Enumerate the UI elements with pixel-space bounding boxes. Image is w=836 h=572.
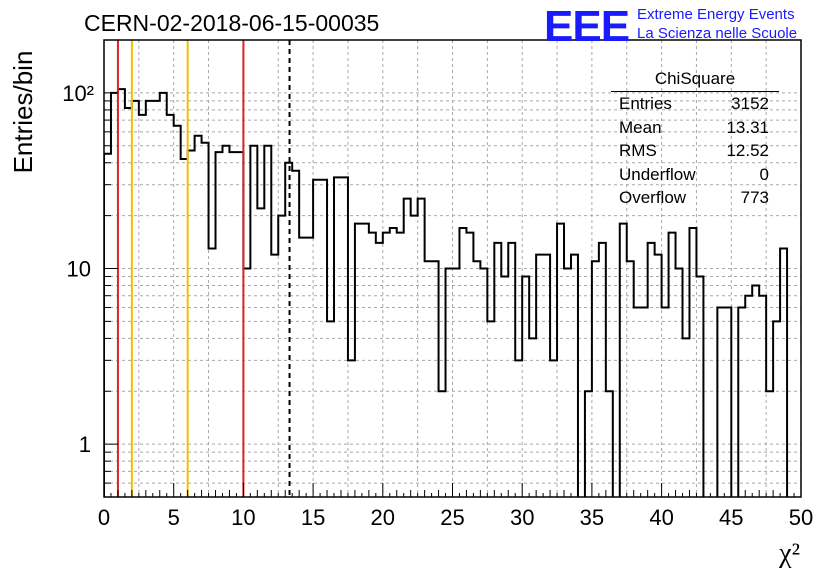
histogram-group	[104, 88, 789, 497]
stats-row-mean: Mean 13.31	[611, 116, 777, 140]
stats-row-underflow: Underflow 0	[611, 163, 777, 187]
chart-title: CERN-02-2018-06-15-00035	[84, 10, 380, 36]
x-axis-label: χ²	[778, 538, 800, 569]
x-tick-label: 5	[168, 505, 180, 530]
stats-value: 3152	[731, 94, 769, 113]
stats-value: 773	[740, 188, 769, 207]
stats-row-overflow: Overflow 773	[611, 186, 777, 210]
x-tick-label: 10	[231, 505, 255, 530]
stats-label: Overflow	[619, 188, 687, 207]
x-tick-label: 30	[510, 505, 534, 530]
y-tick-label: 10²	[62, 81, 94, 106]
stats-label: Entries	[619, 94, 672, 113]
stats-title: ChiSquare	[611, 69, 779, 92]
y-tick-label: 10	[67, 257, 91, 282]
histogram-line	[104, 88, 789, 497]
x-tick-label: 40	[649, 505, 673, 530]
logo-line-1: Extreme Energy Events	[637, 6, 795, 23]
stats-row-entries: Entries 3152	[611, 92, 777, 116]
stats-value: 0	[759, 164, 769, 184]
stats-label: Underflow	[619, 164, 696, 184]
stats-label: RMS	[619, 141, 657, 160]
x-tick-label: 0	[98, 505, 110, 530]
x-tick-label: 45	[719, 505, 743, 530]
x-tick-label: 25	[440, 505, 464, 530]
stats-box: ChiSquare Entries 3152 Mean 13.31 RMS 12…	[611, 69, 779, 210]
x-tick-label: 20	[371, 505, 395, 530]
x-tick-label: 15	[301, 505, 325, 530]
stats-label: Mean	[619, 117, 662, 137]
y-axis-label: Entries/bin	[8, 51, 38, 174]
logo-line-2: La Scienza nelle Scuole	[637, 25, 798, 42]
stats-value: 13.31	[726, 117, 769, 137]
stats-row-rms: RMS 12.52	[611, 139, 777, 163]
stats-value: 12.52	[726, 141, 769, 160]
eee-logo: EEE	[544, 2, 630, 51]
y-tick-label: 1	[79, 432, 91, 457]
x-tick-label: 35	[580, 505, 604, 530]
x-tick-label: 50	[789, 505, 813, 530]
